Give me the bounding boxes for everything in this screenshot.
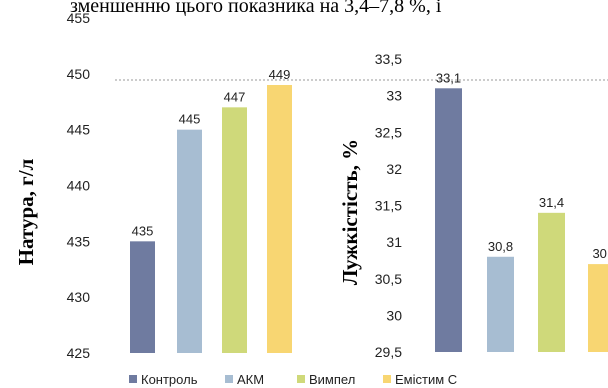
- legend-swatch-4: [383, 375, 391, 383]
- right-chart-ytick: 30,5: [375, 271, 402, 287]
- left-chart-data-label-3: 447: [224, 89, 246, 104]
- right-chart-ytick: 33,5: [375, 51, 402, 67]
- right-chart-bar-3: [538, 212, 565, 352]
- legend-label-1: Контроль: [141, 372, 198, 387]
- legend: Контроль АКМ Вимпел Емістим С: [129, 372, 457, 387]
- left-chart-ytick: 425: [67, 345, 91, 361]
- right-chart-ytick: 31,5: [375, 198, 402, 214]
- left-chart-ytick: 440: [67, 178, 91, 194]
- left-chart-bar-2: [177, 129, 202, 353]
- left-chart-ytick: 450: [67, 66, 91, 82]
- right-chart-data-label-1: 33,1: [436, 70, 461, 85]
- left-chart-ytick: 430: [67, 289, 91, 305]
- legend-swatch-3: [297, 375, 305, 383]
- left-chart: 425 430 435 440 445 450 455 435 445 447 449: [67, 10, 292, 361]
- legend-label-4: Емістим С: [395, 372, 457, 387]
- left-chart-bar-4: [267, 85, 292, 353]
- legend-swatch-1: [129, 375, 137, 383]
- right-chart-bar-4: [588, 264, 608, 352]
- left-chart-bar-3: [222, 107, 247, 353]
- left-chart-ytick: 435: [67, 233, 91, 249]
- right-chart-bar-1: [435, 88, 462, 353]
- legend-swatch-2: [225, 375, 233, 383]
- left-chart-ytick: 455: [67, 10, 91, 26]
- right-chart-ytick: 33: [386, 88, 402, 104]
- left-chart-bar-1: [130, 241, 155, 353]
- right-chart-ytick: 32: [386, 161, 402, 177]
- left-chart-ytick: 445: [67, 122, 91, 138]
- right-chart-ytick: 31: [386, 234, 402, 250]
- right-chart-data-label-3: 31,4: [539, 195, 564, 210]
- right-chart-data-label-4: 30,: [592, 246, 608, 261]
- left-chart-data-label-2: 445: [179, 112, 201, 127]
- right-chart-ylabel: Лужкістість, %: [338, 139, 362, 285]
- legend-label-3: Вимпел: [309, 372, 355, 387]
- right-chart-bar-2: [487, 256, 514, 352]
- left-chart-data-label-1: 435: [132, 223, 154, 238]
- right-chart-data-label-2: 30,8: [488, 239, 513, 254]
- left-chart-ylabel: Натура, г/л: [14, 158, 38, 265]
- caption-fragment: зменшенню цього показника на 3,4–7,8 %, …: [70, 0, 442, 17]
- left-chart-data-label-4: 449: [269, 67, 291, 82]
- right-chart: 29,5 30 30,5 31 31,5 32 32,5 33 33,5 33,1 30,8 31,4…: [375, 51, 608, 360]
- right-chart-ytick: 29,5: [375, 344, 402, 360]
- right-chart-ytick: 30: [386, 307, 402, 323]
- legend-label-2: АКМ: [237, 372, 264, 387]
- right-chart-ytick: 32,5: [375, 124, 402, 140]
